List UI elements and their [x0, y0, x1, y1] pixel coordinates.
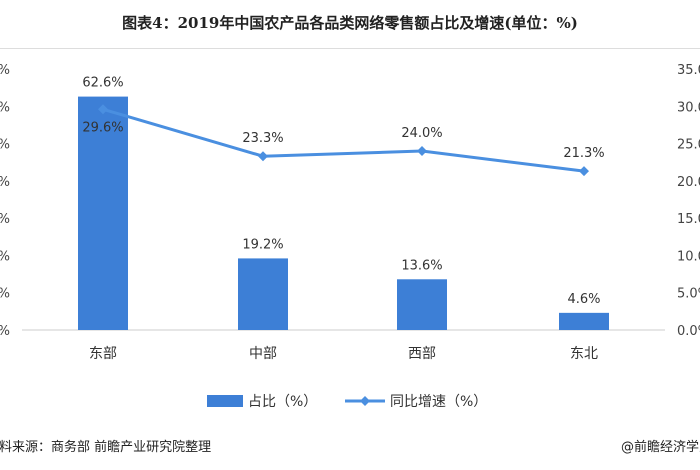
source-note: 资料来源：商务部 前瞻产业研究院整理: [0, 440, 212, 455]
line-data-label: 21.3%: [563, 146, 604, 161]
line-point: [258, 151, 268, 162]
bar: [78, 96, 128, 330]
bar-data-label: 62.6%: [82, 76, 123, 91]
y-left-tick-label: 20%: [0, 249, 10, 264]
y-left-tick-label: 70%: [0, 63, 10, 78]
y-right-tick-label: 0.0%: [677, 324, 700, 339]
line-point: [579, 166, 589, 177]
divider: [0, 48, 700, 49]
line-data-label: 24.0%: [401, 126, 442, 141]
y-right-tick-label: 10.0%: [677, 249, 700, 264]
y-right-tick-label: 25.0%: [677, 138, 700, 153]
y-left-tick-label: 60%: [0, 100, 10, 115]
legend-swatch-bar: [207, 395, 243, 407]
bar-data-label: 19.2%: [242, 237, 283, 252]
legend-marker: [360, 396, 370, 406]
legend-label: 同比增速（%）: [390, 394, 487, 410]
line-data-label: 23.3%: [242, 131, 283, 146]
y-right-tick-label: 20.0%: [677, 175, 700, 190]
x-tick-label: 东部: [89, 346, 117, 362]
line-series: [102, 107, 585, 173]
y-left-tick-label: 40%: [0, 175, 10, 190]
x-tick-label: 中部: [249, 346, 277, 362]
y-right-tick-label: 15.0%: [677, 212, 700, 227]
y-left-tick-label: 10%: [0, 287, 10, 302]
y-left-tick-label: 30%: [0, 212, 10, 227]
y-right-tick-label: 30.0%: [677, 100, 700, 115]
y-right-tick-label: 5.0%: [677, 287, 700, 302]
line-data-label: 29.6%: [82, 120, 123, 135]
legend-label: 占比（%）: [248, 394, 317, 410]
line-point: [417, 146, 427, 157]
bar: [559, 312, 609, 330]
bar-data-label: 4.6%: [567, 292, 600, 307]
chart-title: 图表4：2019年中国农产品各品类网络零售额占比及增速(单位：%): [122, 14, 578, 32]
brand-credit: @前瞻经济学人: [620, 440, 700, 455]
y-right-tick-label: 35.0%: [677, 63, 700, 78]
bar: [238, 258, 288, 330]
x-tick-label: 西部: [408, 346, 436, 362]
bar: [397, 279, 447, 330]
y-left-tick-label: 0%: [0, 324, 10, 339]
x-tick-label: 东北: [570, 346, 598, 362]
y-left-tick-label: 50%: [0, 138, 10, 153]
bar-data-label: 13.6%: [401, 258, 442, 273]
line-point: [98, 104, 108, 115]
